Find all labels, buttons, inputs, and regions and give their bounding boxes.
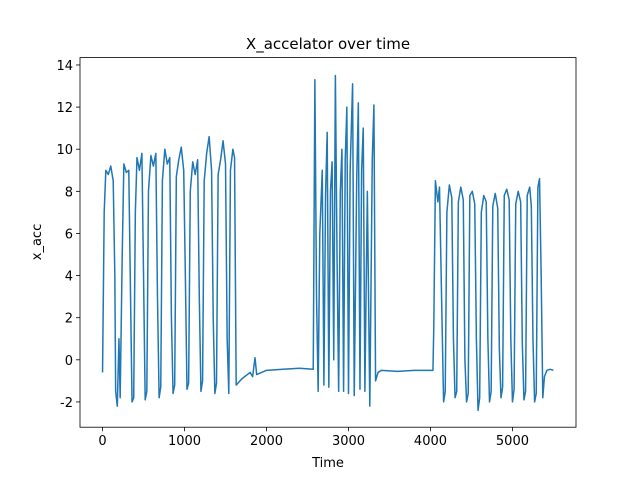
y-tick-label: 14 <box>56 59 73 74</box>
y-tick-label: 10 <box>56 143 73 158</box>
x-axis-label: Time <box>311 456 344 471</box>
y-tick-label: 8 <box>65 185 73 200</box>
y-tick-label: 4 <box>65 270 73 285</box>
x-tick-label: 2000 <box>250 434 283 449</box>
data-line <box>101 74 554 412</box>
y-tick-label: 0 <box>65 354 73 369</box>
chart-title: X_accelator over time <box>246 35 410 54</box>
axes-frame <box>79 57 577 428</box>
x-tick-label: 0 <box>98 434 106 449</box>
x-tick-label: 1000 <box>168 434 201 449</box>
y-tick-label: 6 <box>65 227 73 242</box>
y-axis-label: x_acc <box>30 224 45 260</box>
x-tick-label: 5000 <box>496 434 529 449</box>
x-tick-label: 3000 <box>332 434 365 449</box>
y-tick-label: -2 <box>60 396 73 411</box>
y-tick-label: 2 <box>65 312 73 327</box>
x-tick-label: 4000 <box>414 434 447 449</box>
y-tick-label: 12 <box>56 101 73 116</box>
